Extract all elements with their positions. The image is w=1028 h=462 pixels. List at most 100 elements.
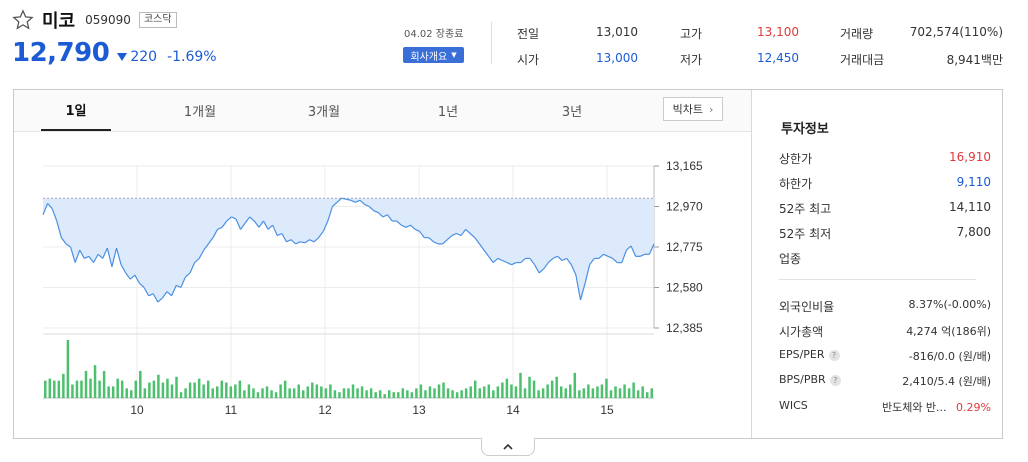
price-line-segment xyxy=(93,253,99,263)
volume-bar xyxy=(238,380,242,398)
price-line-segment xyxy=(120,264,127,274)
price-line-segment xyxy=(368,206,375,212)
tab-1day[interactable]: 1일 xyxy=(41,90,111,131)
price-line-segment xyxy=(129,274,136,280)
volume-bar xyxy=(225,382,228,398)
price-line-segment xyxy=(336,197,343,203)
price-line-segment xyxy=(612,257,618,264)
price-line-segment xyxy=(630,245,637,257)
volume-bar xyxy=(419,384,423,398)
price-line-segment xyxy=(566,258,572,266)
price-line-segment xyxy=(253,220,260,228)
price-line-segment xyxy=(547,257,554,264)
volume-bar xyxy=(424,390,427,398)
price-line-segment xyxy=(272,224,278,236)
price-line-segment xyxy=(286,239,292,243)
volume-bar xyxy=(120,380,124,398)
volume-bar xyxy=(496,386,500,398)
price-line-segment xyxy=(377,212,384,218)
volume-bar xyxy=(84,370,88,398)
period-tabs: 1일 1개월 3개월 1년 3년 빅차트 › xyxy=(14,90,751,132)
tab-1month[interactable]: 1개월 xyxy=(183,105,217,120)
price-area-fill xyxy=(43,198,654,302)
turnover-label: 거래대금 xyxy=(840,53,885,67)
volume-bar xyxy=(378,390,382,398)
price-line-segment xyxy=(189,262,196,274)
volume-bar xyxy=(57,380,61,398)
eps-per-label-row: EPS/PER? xyxy=(779,348,840,361)
volume-bar xyxy=(170,384,174,398)
big-chart-label: 빅차트 xyxy=(672,103,703,116)
volume-bar xyxy=(650,388,653,398)
price-line-segment xyxy=(460,228,467,236)
tab-1year[interactable]: 1년 xyxy=(437,105,459,120)
eps-per-label: EPS/PER xyxy=(779,348,825,361)
chart-panel: 1일 1개월 3개월 1년 3년 빅차트 › 13,165 12,970 12,77… xyxy=(13,89,1003,439)
y-tick-label: 12,580 xyxy=(666,281,703,295)
divider xyxy=(779,279,976,280)
volume-bar xyxy=(166,378,169,398)
price-change-value: 220 xyxy=(130,49,158,65)
volume-bar xyxy=(148,382,151,398)
volume-bar xyxy=(220,380,224,398)
price-line-segment xyxy=(341,197,347,200)
volume-bar xyxy=(627,388,631,398)
price-line-segment xyxy=(332,201,338,207)
x-tick-label: 11 xyxy=(225,403,238,417)
expand-toggle-button[interactable] xyxy=(481,438,535,456)
foreign-ratio-value: 8.37%(-0.00%) xyxy=(908,298,991,311)
volume-bar xyxy=(514,386,518,398)
price-chart: 13,165 12,970 12,775 12,580 12,385 10 11 12 13 14… xyxy=(42,159,703,417)
volume-bar xyxy=(111,386,115,398)
price-line-segment xyxy=(267,224,274,230)
bps-pbr-value: 2,410/5.4 (원/배) xyxy=(902,375,991,388)
price-line-segment xyxy=(69,246,76,263)
volume-bar xyxy=(107,386,110,398)
price-line-segment xyxy=(561,257,567,262)
eps-per-value: -816/0.0 (원/배) xyxy=(908,350,991,363)
favorite-star-icon[interactable] xyxy=(12,9,34,31)
price-line-segment xyxy=(97,253,104,259)
help-icon[interactable]: ? xyxy=(829,374,841,386)
volume-bar xyxy=(356,388,359,398)
x-tick-label: 12 xyxy=(318,403,332,417)
price-line-segment xyxy=(134,274,140,284)
price-line-segment xyxy=(346,198,351,201)
volume-bar xyxy=(44,380,47,398)
price-line-segment xyxy=(401,224,407,228)
volume-bar xyxy=(66,340,70,398)
big-chart-button[interactable]: 빅차트 › xyxy=(663,97,723,121)
tab-3year[interactable]: 3년 xyxy=(561,105,583,120)
volume-bar xyxy=(270,390,273,398)
company-overview-button[interactable]: 회사개요 ▼ xyxy=(403,47,464,63)
price-line-segment xyxy=(240,222,246,230)
volume-bar xyxy=(550,380,554,398)
price-line-segment xyxy=(56,220,62,238)
volume-bar xyxy=(537,390,540,398)
volume-bar xyxy=(596,386,599,398)
price-line-segment xyxy=(295,241,301,245)
volume-bar xyxy=(478,388,481,398)
volume-bar xyxy=(392,392,396,398)
price-line-segment xyxy=(506,262,512,266)
price-line-segment xyxy=(115,247,122,265)
price-line-segment xyxy=(603,253,609,257)
volume-bar xyxy=(387,390,391,398)
volume-bar xyxy=(415,388,418,398)
price-line-segment xyxy=(88,255,95,263)
price-line-segment xyxy=(529,258,536,266)
volume-bar xyxy=(523,388,527,398)
wics-sector[interactable]: 반도체와 반... xyxy=(881,401,947,414)
volume-bar xyxy=(636,390,640,398)
volume-bar xyxy=(301,390,305,398)
price-line-segment xyxy=(497,257,503,262)
price-line-segment xyxy=(579,283,586,301)
volume-bar xyxy=(234,384,237,398)
volume-bar xyxy=(243,390,246,398)
volume-bar xyxy=(89,378,92,398)
chevron-up-icon xyxy=(503,443,513,450)
volume-bar xyxy=(75,380,79,398)
price-line-segment xyxy=(51,208,58,222)
tab-3month[interactable]: 3개월 xyxy=(307,105,341,120)
help-icon[interactable]: ? xyxy=(828,349,840,361)
